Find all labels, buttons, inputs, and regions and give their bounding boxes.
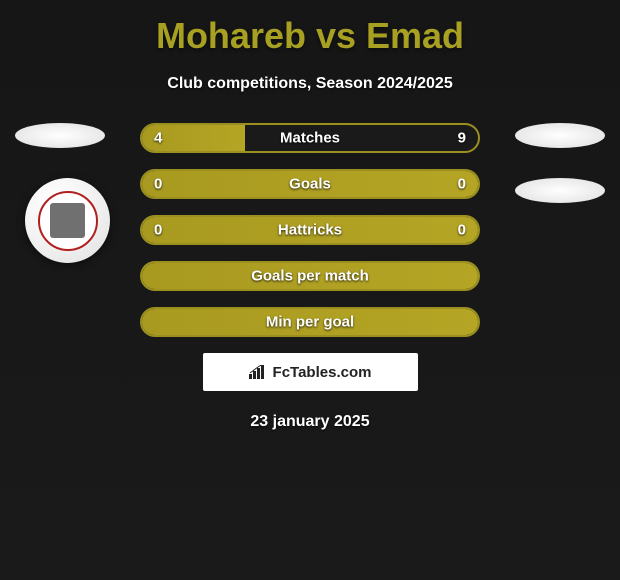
- comparison-content: 4 Matches 9 0 Goals 0 0 Hattricks 0 Goal…: [0, 123, 620, 431]
- page-title: Mohareb vs Emad: [0, 0, 620, 57]
- player-badge-right: [515, 123, 605, 148]
- stat-row-matches: 4 Matches 9: [140, 123, 480, 153]
- bar-chart-icon: [249, 365, 267, 379]
- club-logo-left-inner: [38, 191, 98, 251]
- stat-label: Min per goal: [266, 314, 354, 331]
- club-badge-right: [515, 178, 605, 203]
- stat-label: Hattricks: [278, 222, 342, 239]
- stat-right-value: 0: [458, 176, 466, 193]
- stat-left-value: 4: [154, 130, 162, 147]
- stat-left-value: 0: [154, 176, 162, 193]
- stat-right-value: 0: [458, 222, 466, 239]
- stat-label: Goals: [289, 176, 331, 193]
- page-subtitle: Club competitions, Season 2024/2025: [0, 75, 620, 93]
- attribution-box[interactable]: FcTables.com: [203, 353, 418, 391]
- club-logo-left: [25, 178, 110, 263]
- stat-row-min-per-goal: Min per goal: [140, 307, 480, 337]
- stat-label: Goals per match: [251, 268, 369, 285]
- stat-label: Matches: [280, 130, 340, 147]
- stats-bars: 4 Matches 9 0 Goals 0 0 Hattricks 0 Goal…: [140, 123, 480, 337]
- stat-row-goals: 0 Goals 0: [140, 169, 480, 199]
- player-badge-left: [15, 123, 105, 148]
- stat-left-value: 0: [154, 222, 162, 239]
- stat-row-hattricks: 0 Hattricks 0: [140, 215, 480, 245]
- stat-row-goals-per-match: Goals per match: [140, 261, 480, 291]
- attribution-text: FcTables.com: [273, 364, 372, 381]
- stat-right-value: 9: [458, 130, 466, 147]
- club-emblem-icon: [50, 203, 85, 238]
- date-label: 23 january 2025: [0, 413, 620, 431]
